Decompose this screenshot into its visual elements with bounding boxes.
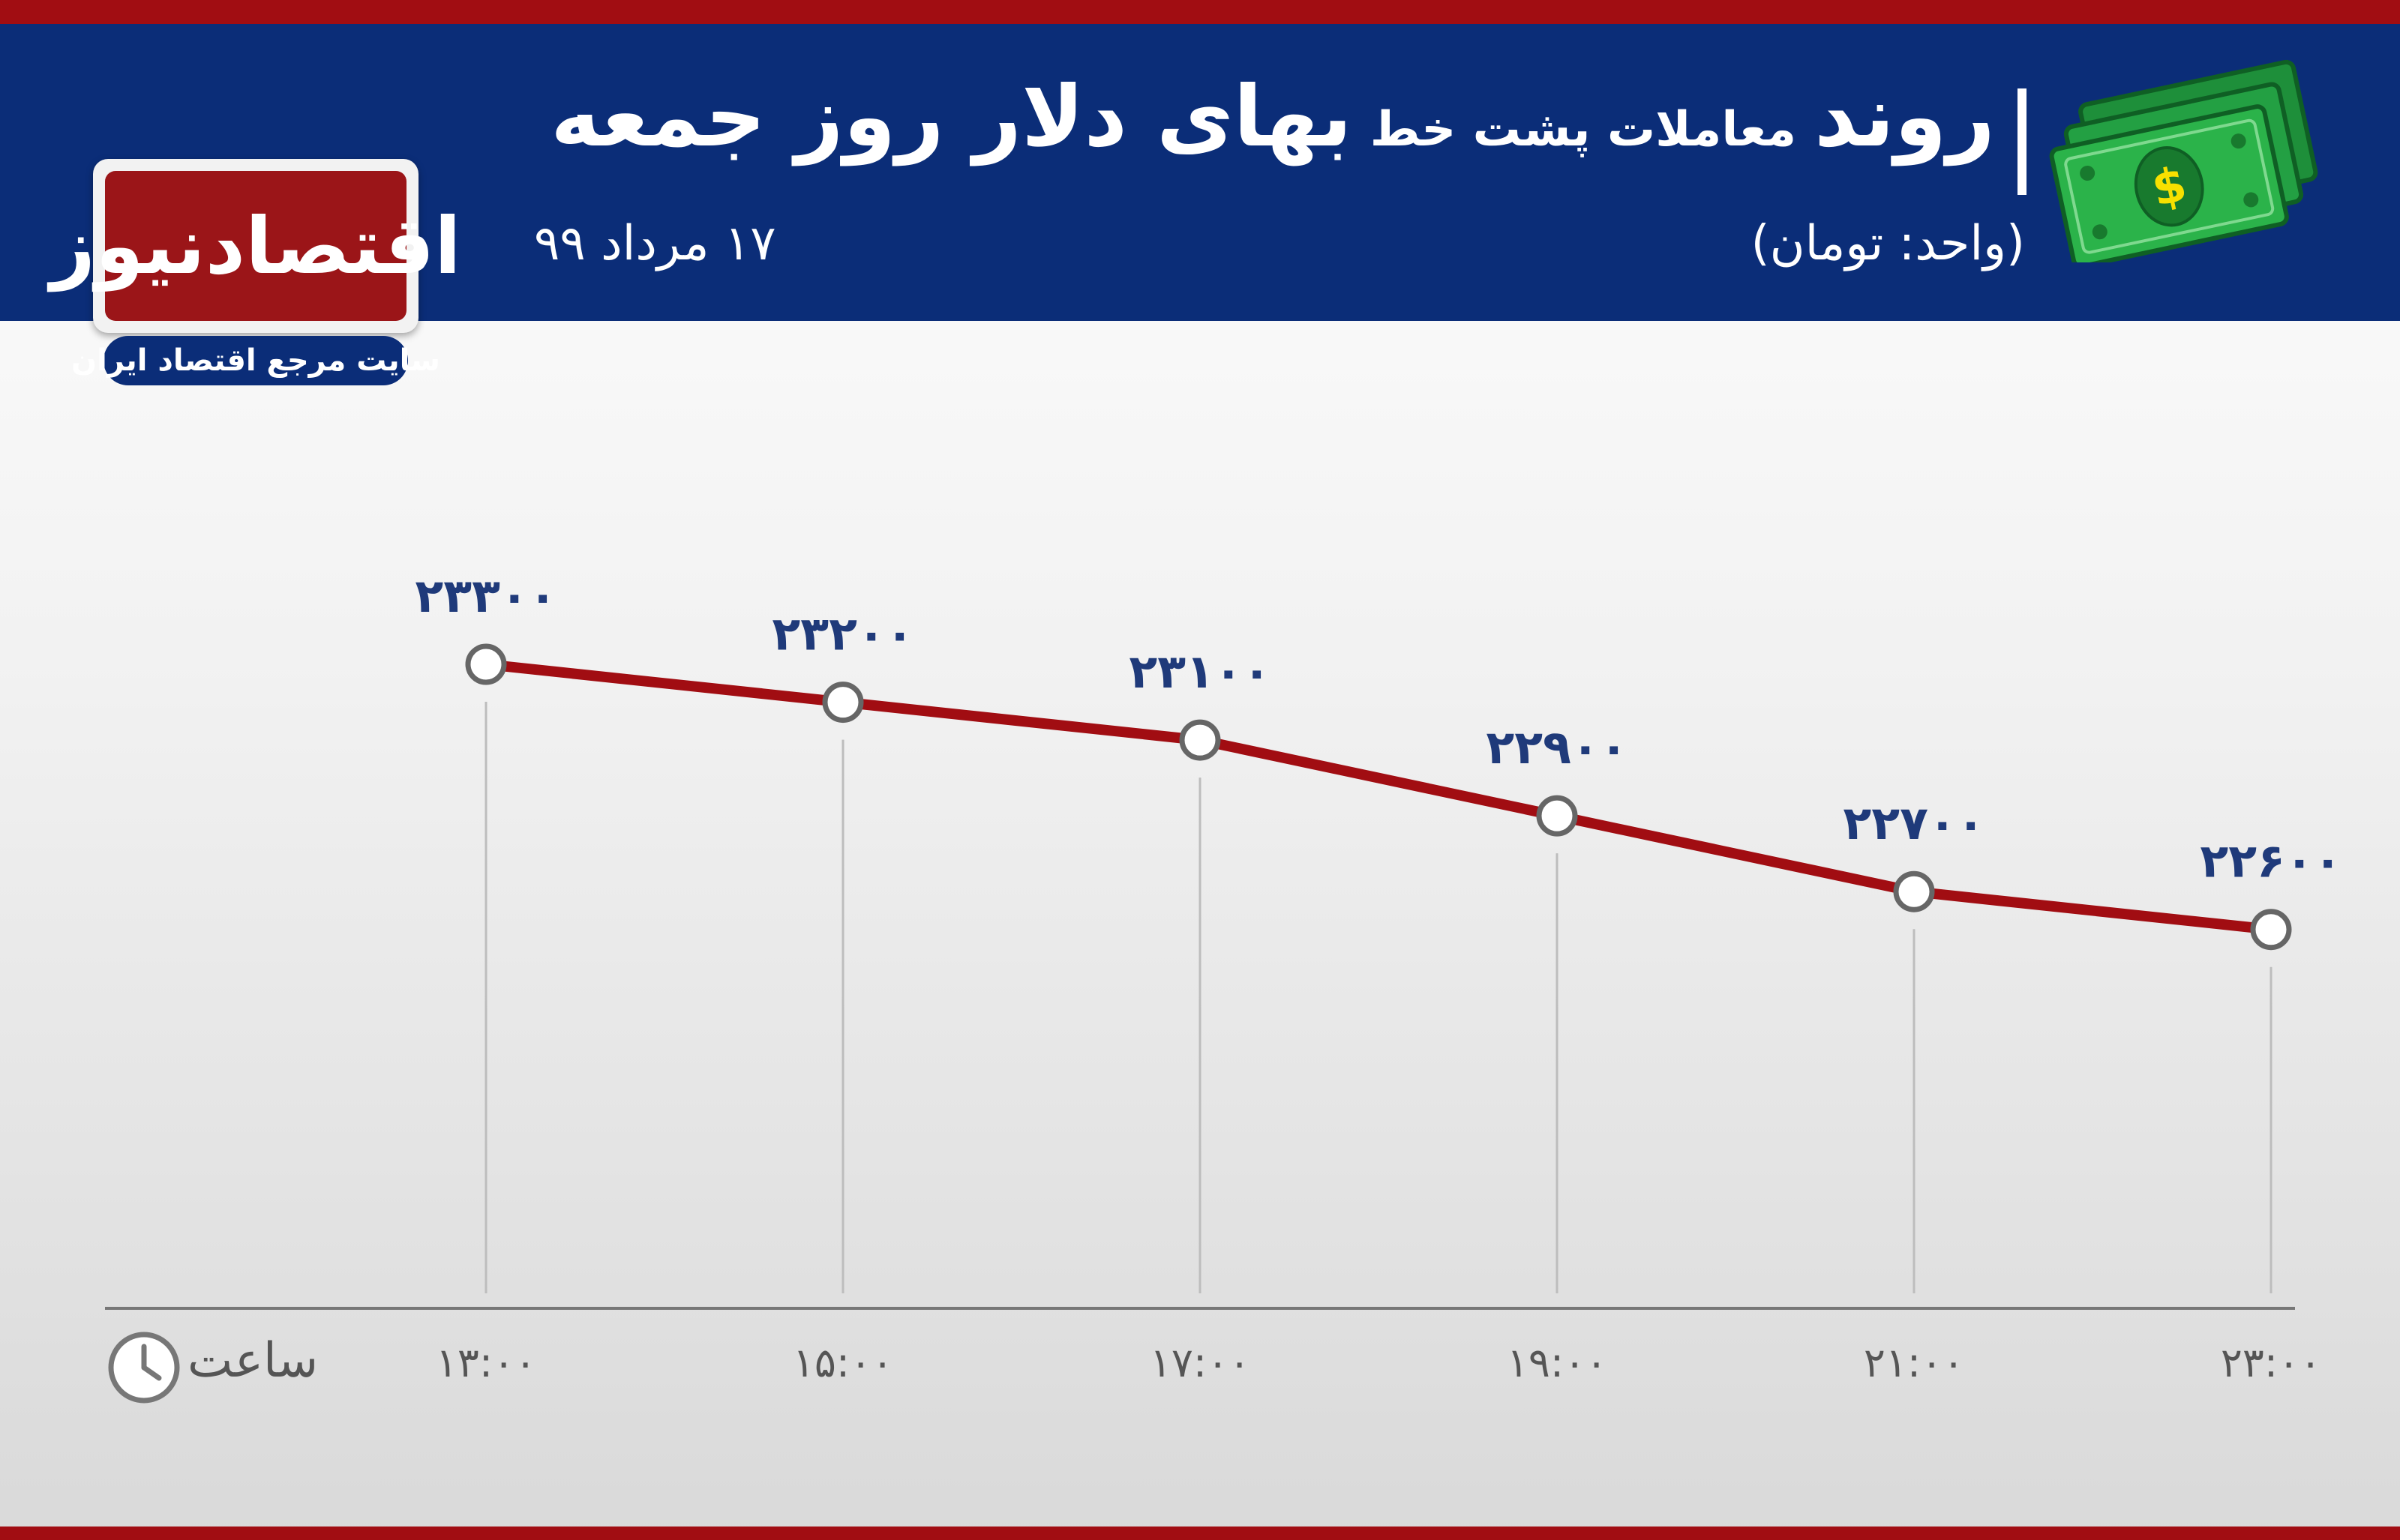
data-label: ۲۲۹۰۰ [1486,720,1628,774]
data-label: ۲۳۲۰۰ [772,607,914,661]
chart-title: روند معاملات پشت خط بهای دلار روز جمعه [550,75,1995,159]
unit-label: (واحد: تومان) [1750,216,2025,271]
data-label: ۲۲۷۰۰ [1843,795,1984,850]
x-tick-label: ۱۳:۰۰ [436,1339,536,1386]
data-point [2250,909,2292,951]
title-divider [2018,88,2026,195]
series-line [485,659,2272,935]
data-label: ۲۳۱۰۰ [1129,644,1270,699]
data-point [1179,719,1221,761]
date-label: ۱۷ مرداد ۹۹ [534,216,776,271]
data-point [1893,870,1935,912]
money-icon: $ [2049,59,2318,262]
bottom-stripe [0,1527,2400,1540]
data-point [465,643,507,685]
data-label: ۲۳۳۰۰ [415,568,556,623]
x-tick-label: ۱۹:۰۰ [1507,1339,1607,1386]
x-tick-label: ۲۱:۰۰ [1864,1339,1964,1386]
data-label: ۲۲۶۰۰ [2200,834,2342,888]
top-stripe [0,0,2400,24]
x-tick-label: ۱۵:۰۰ [793,1339,893,1386]
logo-tagline: سایت مرجع اقتصاد ایران [71,336,440,385]
title-part-3: بهای دلار روز جمعه [550,68,1352,166]
data-point [1536,795,1578,837]
clock-icon [108,1332,180,1404]
title-part-2: معاملات پشت خط [1370,102,1797,157]
data-point [822,682,864,724]
logo-wordmark: اقتصادنیوز [50,171,461,321]
x-tick-label: ۲۳:۰۰ [2221,1339,2321,1386]
x-axis-caption: ساعت [188,1333,319,1389]
logo: اقتصادنیوز سایت مرجع اقتصاد ایران [50,159,461,385]
logo-card: اقتصادنیوز [50,159,461,333]
title-part-1: روند [1814,68,1995,166]
x-tick-label: ۱۷:۰۰ [1150,1339,1250,1386]
